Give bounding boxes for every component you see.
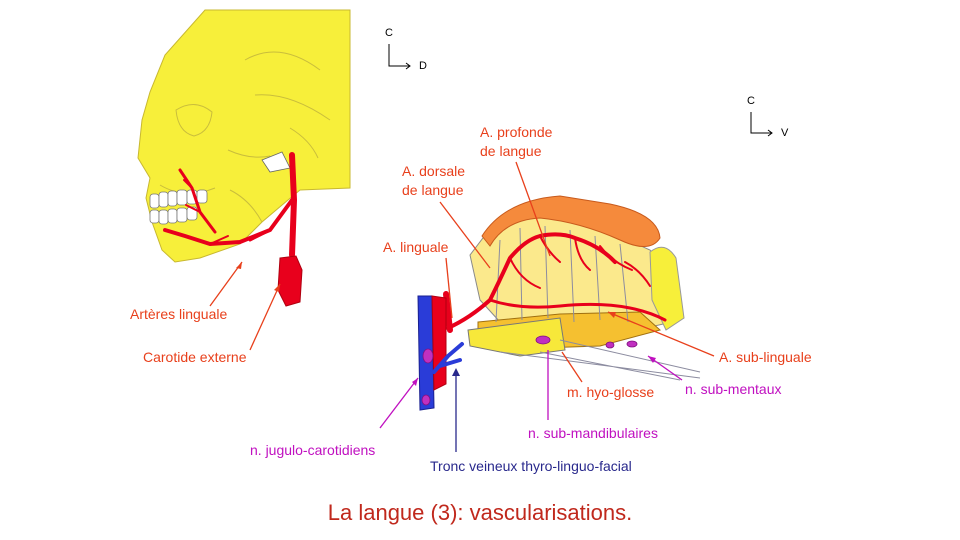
tongue-arteries (446, 232, 667, 330)
tongue-illustration (417, 195, 701, 411)
axis-label-v: V (781, 127, 789, 139)
label-a-dorsale-2: de langue (402, 182, 464, 198)
label-m-hyo-glosse: m. hyo-glosse (567, 384, 655, 400)
skull-illustration (137, 9, 351, 307)
label-arteres-linguale: Artères linguale (130, 306, 228, 322)
label-a-linguale: A. linguale (383, 239, 449, 255)
label-a-sub-linguale: A. sub-linguale (719, 349, 812, 365)
label-a-profonde-1: A. profonde (480, 124, 553, 140)
leader-lines (209, 161, 715, 452)
label-carotide-externe: Carotide externe (143, 349, 247, 365)
axis-label-d: D (419, 60, 427, 72)
label-a-dorsale-1: A. dorsale (402, 163, 466, 179)
label-tronc-veineux: Tronc veineux thyro-linguo-facial (430, 458, 632, 474)
label-n-sub-mentaux: n. sub-mentaux (685, 381, 782, 397)
carotid-bulb (277, 255, 303, 307)
skull-shape (137, 9, 351, 263)
skull-arteries (163, 152, 298, 258)
label-n-jugulo-carotidiens: n. jugulo-carotidiens (250, 442, 376, 458)
axis-label-c-skull: C (385, 27, 393, 39)
label-a-profonde-2: de langue (480, 143, 542, 159)
axis-label-c-tongue: C (747, 95, 755, 107)
slide-title: La langue (3): vascularisations. (327, 500, 633, 525)
orientation-tongue (750, 112, 773, 137)
lymph-nodes (421, 335, 638, 406)
arrowheads (236, 262, 656, 386)
skull-sketch-lines (159, 51, 331, 223)
label-n-sub-mandibulaires: n. sub-mandibulaires (528, 425, 658, 441)
orientation-skull (388, 44, 411, 70)
